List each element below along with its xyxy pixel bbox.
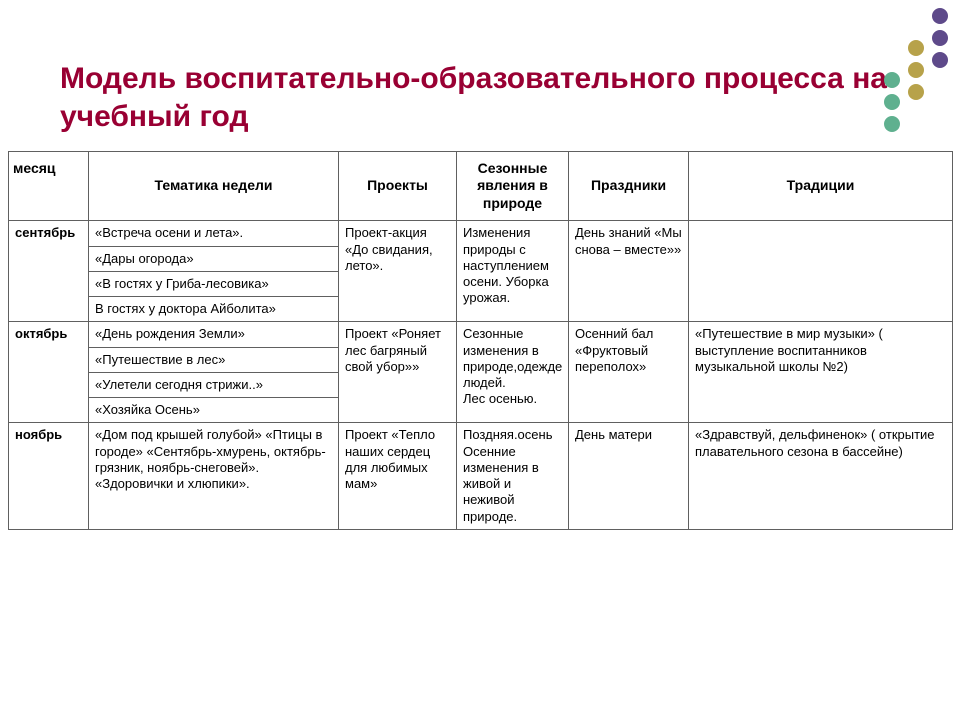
decoration-dot	[908, 40, 924, 56]
cell-season: Сезонные изменения в природе,одежде люде…	[457, 322, 569, 423]
cell-theme: В гостях у доктора Айболита»	[89, 297, 339, 322]
curriculum-table: месяц Тематика недели Проекты Сезонные я…	[8, 151, 953, 530]
slide-title: Модель воспитательно-образовательного пр…	[60, 60, 936, 137]
col-month: месяц	[9, 151, 89, 221]
col-theme: Тематика недели	[89, 151, 339, 221]
decoration-dot	[884, 72, 900, 88]
decoration-dot	[932, 52, 948, 68]
cell-holidays: День матери	[569, 423, 689, 530]
table-row: сентябрь«Встреча осени и лета».Проект-ак…	[9, 221, 953, 246]
cell-theme: «Улетели сегодня стрижи..»	[89, 372, 339, 397]
table-row: октябрь«День рождения Земли»Проект «Роня…	[9, 322, 953, 347]
corner-decoration	[834, 4, 954, 144]
col-traditions: Традиции	[689, 151, 953, 221]
cell-month: ноябрь	[9, 423, 89, 530]
cell-projects: Проект-акция «До свидания, лето».	[339, 221, 457, 322]
cell-month: сентябрь	[9, 221, 89, 322]
cell-projects: Проект «Роняет лес багряный свой убор»»	[339, 322, 457, 423]
cell-season: Поздняя.осень Осенние изменения в живой …	[457, 423, 569, 530]
table-header-row: месяц Тематика недели Проекты Сезонные я…	[9, 151, 953, 221]
cell-theme: «Путешествие в лес»	[89, 347, 339, 372]
col-projects: Проекты	[339, 151, 457, 221]
cell-theme: «Хозяйка Осень»	[89, 398, 339, 423]
decoration-dot	[908, 62, 924, 78]
cell-theme: «День рождения Земли»	[89, 322, 339, 347]
cell-traditions	[689, 221, 953, 322]
decoration-dot	[884, 116, 900, 132]
col-season: Сезонные явления в природе	[457, 151, 569, 221]
col-holidays: Праздники	[569, 151, 689, 221]
cell-theme: «В гостях у Гриба-лесовика»	[89, 271, 339, 296]
decoration-dot	[884, 94, 900, 110]
cell-month: октябрь	[9, 322, 89, 423]
cell-holidays: Осенний бал «Фруктовый переполох»	[569, 322, 689, 423]
cell-projects: Проект «Тепло наших сердец для любимых м…	[339, 423, 457, 530]
decoration-dot	[932, 8, 948, 24]
cell-theme: «Дом под крышей голубой» «Птицы в городе…	[89, 423, 339, 530]
cell-holidays: День знаний «Мы снова – вместе»»	[569, 221, 689, 322]
cell-traditions: «Путешествие в мир музыки» ( выступление…	[689, 322, 953, 423]
table-row: ноябрь«Дом под крышей голубой» «Птицы в …	[9, 423, 953, 530]
cell-theme: «Встреча осени и лета».	[89, 221, 339, 246]
title-block: Модель воспитательно-образовательного пр…	[0, 0, 960, 151]
cell-traditions: «Здравствуй, дельфиненок» ( открытие пла…	[689, 423, 953, 530]
cell-theme: «Дары огорода»	[89, 246, 339, 271]
table-body: сентябрь«Встреча осени и лета».Проект-ак…	[9, 221, 953, 530]
decoration-dot	[932, 30, 948, 46]
cell-season: Изменения природы с наступлением осени. …	[457, 221, 569, 322]
decoration-dot	[908, 84, 924, 100]
